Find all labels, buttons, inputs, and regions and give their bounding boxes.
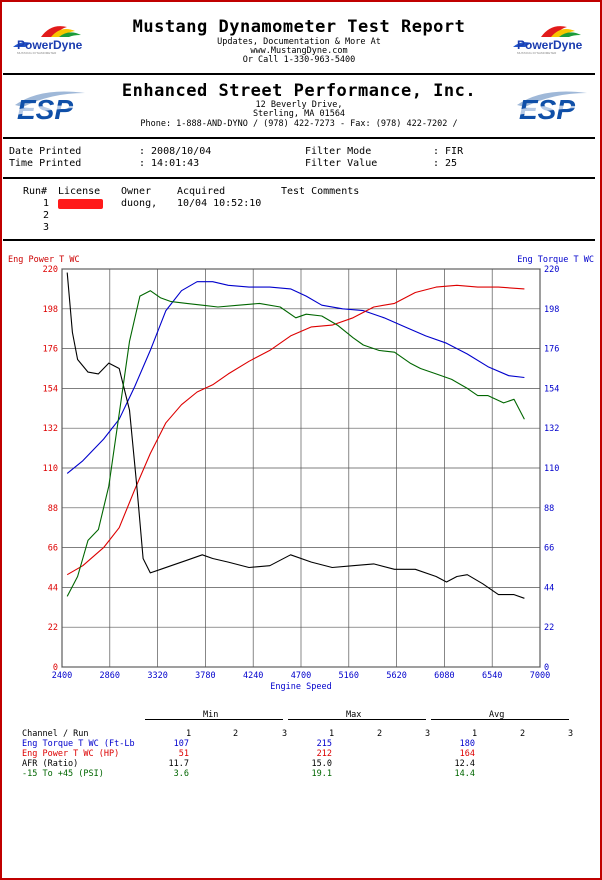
svg-text:PowerDyne: PowerDyne — [17, 38, 83, 52]
summary-max-value: 15.0 — [311, 759, 332, 769]
summary-group-rule — [288, 719, 426, 720]
y-axis-label-left: Eng Power T WC — [8, 255, 80, 265]
shop-name: Enhanced Street Performance, Inc. — [121, 81, 477, 101]
svg-text:MUSTANG DYNAMOMETER: MUSTANG DYNAMOMETER — [517, 51, 557, 55]
shop-phone: Phone: 1-888-AND-DYNO / (978) 422-7273 -… — [140, 119, 458, 129]
header-phone: Or Call 1-330-963-5400 — [242, 55, 356, 65]
runs-header-license: License — [58, 186, 101, 197]
run-acquired-1: 10/04 10:52:10 — [177, 198, 262, 209]
summary-avg-value: 12.4 — [454, 759, 475, 769]
date-label: Date Printed — [9, 146, 82, 157]
summary-run-number: 1 — [186, 729, 192, 739]
esp-logo-left: ESP — [11, 91, 89, 125]
time-label: Time Printed — [9, 158, 82, 169]
redacted-license — [58, 199, 103, 209]
summary-run-number: 2 — [233, 729, 239, 739]
report-title: Mustang Dynamometer Test Report — [132, 17, 466, 37]
filter-mode-value: : FIR — [433, 146, 464, 157]
run-number-1: 1 — [43, 198, 50, 209]
summary-max-value: 212 — [316, 749, 332, 759]
summary-max-value: 215 — [316, 739, 332, 749]
summary-min-value: 3.6 — [173, 769, 189, 779]
summary-avg-value: 164 — [459, 749, 475, 759]
powerdyne-logo-right: PowerDyne MUSTANG DYNAMOMETER — [513, 26, 583, 55]
summary-avg-value: 180 — [459, 739, 475, 749]
filter-value-label: Filter Value — [305, 158, 378, 169]
summary-row-label: Eng Torque T WC (Ft-Lb — [22, 739, 135, 749]
summary-row-label: -15 To +45 (PSI) — [22, 769, 104, 779]
report-header: PowerDyne MUSTANG DYNAMOMETER PowerDyne … — [3, 3, 595, 75]
x-axis-label: Engine Speed — [270, 682, 332, 692]
summary-group-rule — [145, 719, 283, 720]
runs-header-owner: Owner — [121, 186, 152, 197]
summary-group-max: Max — [346, 710, 362, 720]
run-number-3: 3 — [43, 222, 50, 233]
summary-avg-value: 14.4 — [454, 769, 475, 779]
header-website[interactable]: www.MustangDyne.com — [250, 46, 348, 56]
date-value: : 2008/10/04 — [139, 146, 212, 157]
summary-run-number: 2 — [520, 729, 526, 739]
summary-group-avg: Avg — [489, 710, 505, 720]
summary-group-min: Min — [203, 710, 219, 720]
summary-max-value: 19.1 — [311, 769, 332, 779]
summary-run-number: 1 — [472, 729, 478, 739]
shop-header: ESP ESP Enhanced Street Performance, Inc… — [3, 75, 595, 139]
run-number-2: 2 — [43, 210, 50, 221]
svg-text:PowerDyne: PowerDyne — [517, 38, 583, 52]
filter-mode-label: Filter Mode — [305, 146, 372, 157]
runs-header-comments: Test Comments — [281, 186, 360, 197]
summary-min-value: 11.7 — [168, 759, 189, 769]
summary-run-number: 3 — [568, 729, 574, 739]
header-line-1: Updates, Documentation & More At — [217, 37, 381, 47]
summary-run-number: 3 — [425, 729, 431, 739]
y-axis-label-right: Eng Torque T WC — [517, 255, 594, 265]
runs-header-run: Run# — [23, 186, 48, 197]
esp-logo-right: ESP — [513, 91, 591, 125]
summary-run-number: 3 — [282, 729, 288, 739]
runs-header-acquired: Acquired — [177, 186, 226, 197]
summary-min-value: 107 — [173, 739, 189, 749]
powerdyne-logo-left: PowerDyne MUSTANG DYNAMOMETER — [13, 26, 83, 55]
summary-group-rule — [431, 719, 569, 720]
summary-row-label: Eng Power T WC (HP) — [22, 749, 120, 759]
time-value: : 14:01:43 — [139, 158, 200, 169]
summary-run-number: 1 — [329, 729, 335, 739]
shop-address-1: 12 Beverly Drive, — [255, 100, 343, 110]
svg-text:MUSTANG DYNAMOMETER: MUSTANG DYNAMOMETER — [17, 51, 57, 55]
summary-row-label: AFR (Ratio) — [22, 759, 79, 769]
summary-run-number: 2 — [377, 729, 383, 739]
summary-min-value: 51 — [178, 749, 189, 759]
summary-header-channel: Channel / Run — [22, 729, 89, 739]
shop-address-2: Sterling, MA 01564 — [252, 109, 346, 119]
filter-value-value: : 25 — [433, 158, 458, 169]
run-owner-1: duong, — [121, 198, 158, 209]
print-info: Date Printed : 2008/10/04 Time Printed :… — [3, 139, 595, 179]
runs-table: Run# License Owner Acquired Test Comment… — [3, 179, 595, 241]
